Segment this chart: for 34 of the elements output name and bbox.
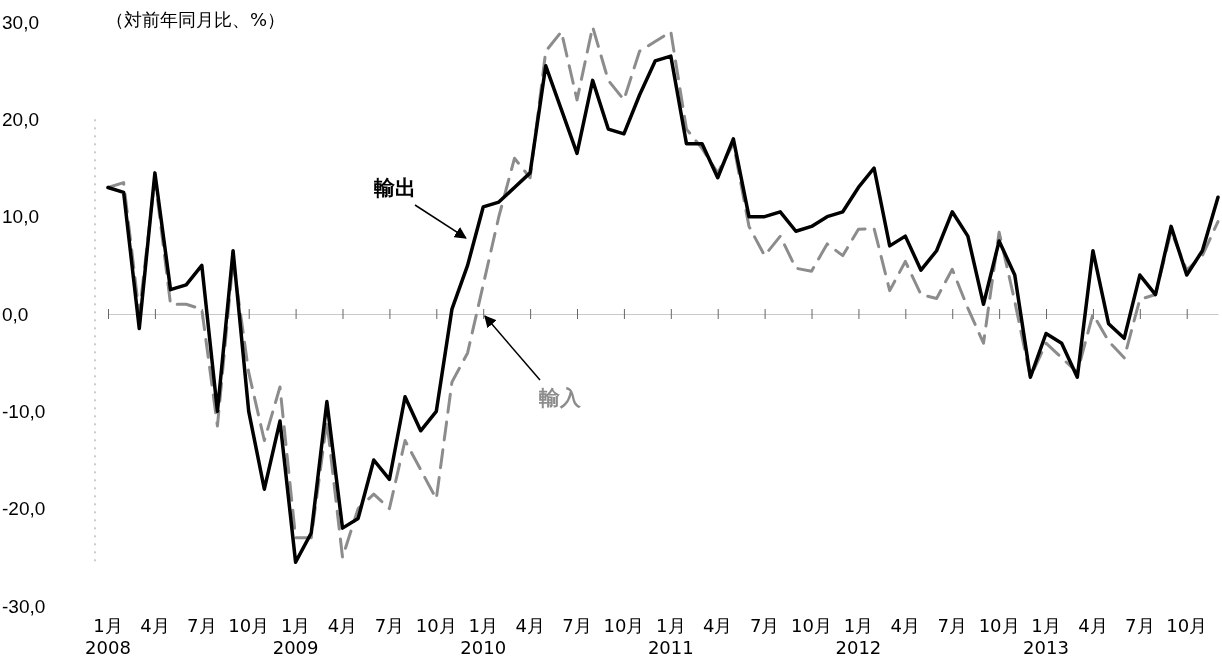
x-tick-label: 4月 [327,615,358,636]
x-tick-label: 1月 2012 [835,615,882,658]
x-tick-label: 1月 2010 [460,615,507,658]
x-tick-label: 7月 [1125,615,1155,636]
x-tick-label: 1月 2013 [1023,615,1069,658]
text: 輸入 [538,386,582,410]
text: 輸出 [373,176,416,200]
x-tick-label: 10月 [791,615,832,636]
x-tick-label: 10月 [415,615,457,636]
x-tick-label: 4月 [515,615,545,636]
y-tick-label: 30,0 [2,11,39,33]
x-tick-label: 1月 2011 [647,615,694,658]
x-tick-label: 7月 [374,615,405,636]
y-tick-label: 0,0 [2,303,29,325]
x-tick-label: 10月 [1166,615,1208,636]
y-axis-title: （対前年同月比、%） [106,9,286,30]
x-tick-label: 7月 [749,615,780,636]
x-tick-label: 10月 [228,615,270,636]
x-tick-label: 7月 [562,615,592,636]
x-tick-label: 4月 [140,615,170,636]
x-tick-label: 4月 [702,615,733,636]
y-tick-label: 10,0 [2,206,39,228]
x-tick-label: 4月 [1078,615,1108,636]
y-tick-label: -20,0 [2,498,46,520]
y-tick-label: -30,0 [2,595,46,617]
x-tick-label: 7月 [937,615,967,636]
x-tick-label: 7月 [187,615,217,636]
x-tick-label: 4月 [890,615,921,636]
y-tick-label: -10,0 [2,400,46,422]
y-tick-label: 20,0 [2,108,39,130]
x-tick-label: 10月 [603,615,645,636]
x-tick-label: 10月 [978,615,1020,636]
x-tick-label: 1月 2008 [85,615,131,658]
x-tick-label: 1月 2009 [272,615,319,658]
